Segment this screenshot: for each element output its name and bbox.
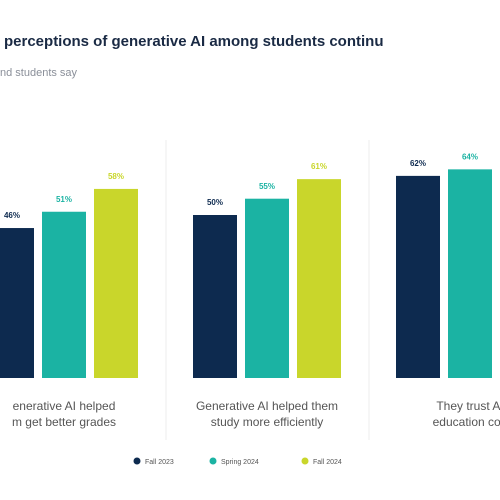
value-label: 51% — [56, 195, 72, 204]
value-label: 55% — [259, 182, 275, 191]
bar — [0, 228, 34, 378]
bar — [297, 179, 341, 378]
legend-marker — [133, 457, 141, 465]
value-label: 50% — [207, 198, 223, 207]
value-label: 46% — [4, 211, 20, 220]
bar — [94, 188, 138, 378]
bar — [396, 175, 440, 378]
x-tick-label: They trust AI — [436, 399, 500, 413]
bar — [193, 215, 237, 378]
legend-label: Spring 2024 — [221, 459, 259, 466]
legend-label: Fall 2024 — [313, 459, 342, 466]
x-tick-label: study more efficiently — [211, 415, 324, 429]
x-tick-label: education con — [433, 415, 500, 429]
legend-label: Fall 2023 — [145, 459, 174, 466]
bar — [245, 198, 289, 378]
value-label: 64% — [462, 152, 478, 161]
x-tick-label: enerative AI helped — [13, 399, 116, 413]
legend-marker — [209, 457, 217, 465]
value-label: 61% — [311, 162, 327, 171]
x-tick-label: Generative AI helped them — [196, 399, 338, 413]
value-label: 58% — [108, 172, 124, 181]
bar — [42, 211, 86, 378]
value-label: 62% — [410, 159, 426, 168]
bar — [448, 169, 492, 378]
x-tick-label: m get better grades — [12, 415, 116, 429]
chart-subtitle: nd students say — [0, 67, 78, 79]
chart-title: perceptions of generative AI among stude… — [4, 33, 384, 50]
legend-marker — [301, 457, 309, 465]
